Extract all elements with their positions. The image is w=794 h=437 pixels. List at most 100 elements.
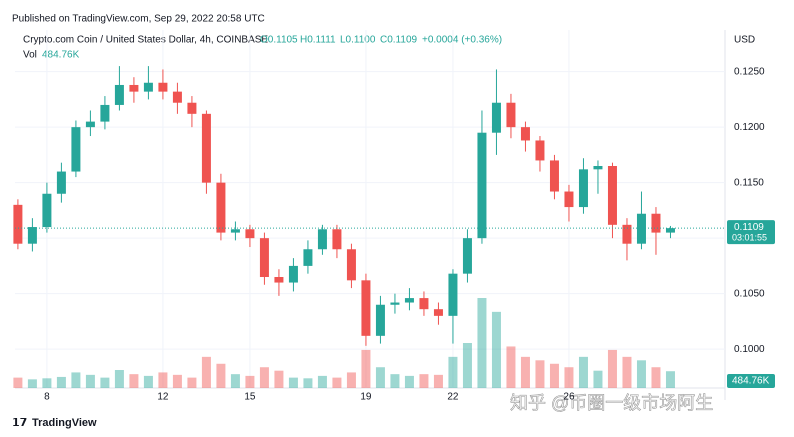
volume-bar <box>564 367 574 388</box>
candle-body <box>593 166 603 170</box>
ohlc-label: C0.1109 <box>380 35 418 46</box>
volume-bar <box>85 374 95 388</box>
candle-body <box>520 127 530 141</box>
volume-bar <box>361 349 371 388</box>
candle-body <box>404 298 414 303</box>
volume-bar <box>549 363 559 388</box>
candle-body <box>259 238 269 277</box>
candle-body <box>578 169 588 208</box>
candle-body <box>56 171 66 194</box>
y-tick-label: 0.1000 <box>734 344 765 355</box>
symbol-title: Crypto.com Coin / United States Dollar, … <box>23 35 268 46</box>
volume-bar <box>607 349 617 388</box>
candle-body <box>143 82 153 92</box>
x-tick-label: 19 <box>360 392 372 403</box>
candle-body <box>535 140 545 161</box>
candle-body <box>201 113 211 183</box>
candle-body <box>42 193 52 228</box>
volume-bar <box>230 374 240 388</box>
x-tick-label: 15 <box>244 392 256 403</box>
candle-body <box>245 229 255 239</box>
volume-bar <box>317 375 327 388</box>
volume-bar <box>448 356 458 388</box>
ohlc-label: H0.1111 <box>300 35 336 46</box>
volume-bar <box>42 378 52 388</box>
volume-bar <box>259 367 269 388</box>
volume-bar <box>114 370 124 388</box>
candle-body <box>216 182 226 233</box>
candle-body <box>27 227 37 244</box>
volume-bar <box>651 367 661 388</box>
volume-bar <box>346 372 356 388</box>
candle-body <box>419 298 429 310</box>
volume-bar <box>172 374 182 388</box>
volume-bar <box>187 377 197 388</box>
volume-bar <box>27 379 37 388</box>
volume-name: Vol <box>23 50 37 61</box>
volume-tag <box>727 374 775 388</box>
candle-body <box>375 304 385 336</box>
candle-body <box>549 160 559 192</box>
volume-bar <box>303 378 313 388</box>
candle-body <box>172 91 182 103</box>
volume-bar <box>593 370 603 388</box>
candle-body <box>651 213 661 233</box>
volume-bar <box>375 367 385 388</box>
ohlc-label: L0.1100 <box>340 35 376 46</box>
candle-body <box>13 204 23 244</box>
candle-body <box>85 121 95 128</box>
price-tag-label: 0.1109 <box>734 222 764 233</box>
volume-bar <box>158 372 168 388</box>
volume-bar <box>636 360 646 388</box>
y-tick-label: 0.1200 <box>734 122 765 133</box>
candle-body <box>477 132 487 239</box>
volume-bar <box>56 376 66 388</box>
candle-body <box>100 104 110 122</box>
candle-body <box>274 277 284 283</box>
y-tick-label: 0.1050 <box>734 288 765 299</box>
x-tick-label: 12 <box>157 392 169 403</box>
volume-bar <box>462 343 472 388</box>
volume-bar <box>404 375 414 388</box>
candle-body <box>607 166 617 225</box>
candle-body <box>346 249 356 281</box>
ohlc-label: O0.1105 <box>260 35 298 46</box>
candle-body <box>288 265 298 283</box>
price-tag <box>727 220 775 245</box>
candle-body <box>187 102 197 114</box>
candle-body <box>448 273 458 316</box>
volume-bar <box>419 374 429 388</box>
volume-bar <box>143 375 153 388</box>
candle-body <box>158 82 168 92</box>
x-tick-label: 8 <box>44 392 50 403</box>
candle-body <box>332 229 342 250</box>
volume-bar <box>274 370 284 388</box>
volume-bar <box>129 374 139 388</box>
volume-bar <box>288 377 298 388</box>
volume-bar <box>332 377 342 388</box>
candle-body <box>230 229 240 233</box>
watermark: 知乎 @币圈一级市场阿生 <box>510 393 713 413</box>
volume-bar <box>665 371 675 388</box>
volume-bar <box>433 374 443 388</box>
volume-bar <box>578 356 588 388</box>
candle-body <box>506 102 516 128</box>
y-tick-label: 0.1150 <box>734 177 764 188</box>
footer-logo: TradingView <box>32 417 97 429</box>
volume-bar <box>491 311 501 388</box>
volume-bar <box>13 377 23 388</box>
volume-bar <box>245 375 255 388</box>
volume-value: 484.76K <box>42 50 80 61</box>
candle-body <box>462 238 472 274</box>
volume-bar <box>506 346 516 388</box>
volume-bar <box>201 356 211 388</box>
volume-tag-label: 484.76K <box>732 376 770 387</box>
candle-body <box>636 213 646 244</box>
candle-body <box>361 280 371 336</box>
candle-body <box>433 309 443 316</box>
volume-bar <box>390 374 400 388</box>
volume-bar <box>520 356 530 388</box>
x-tick-label: 26 <box>563 392 575 403</box>
candle-body <box>491 102 501 133</box>
